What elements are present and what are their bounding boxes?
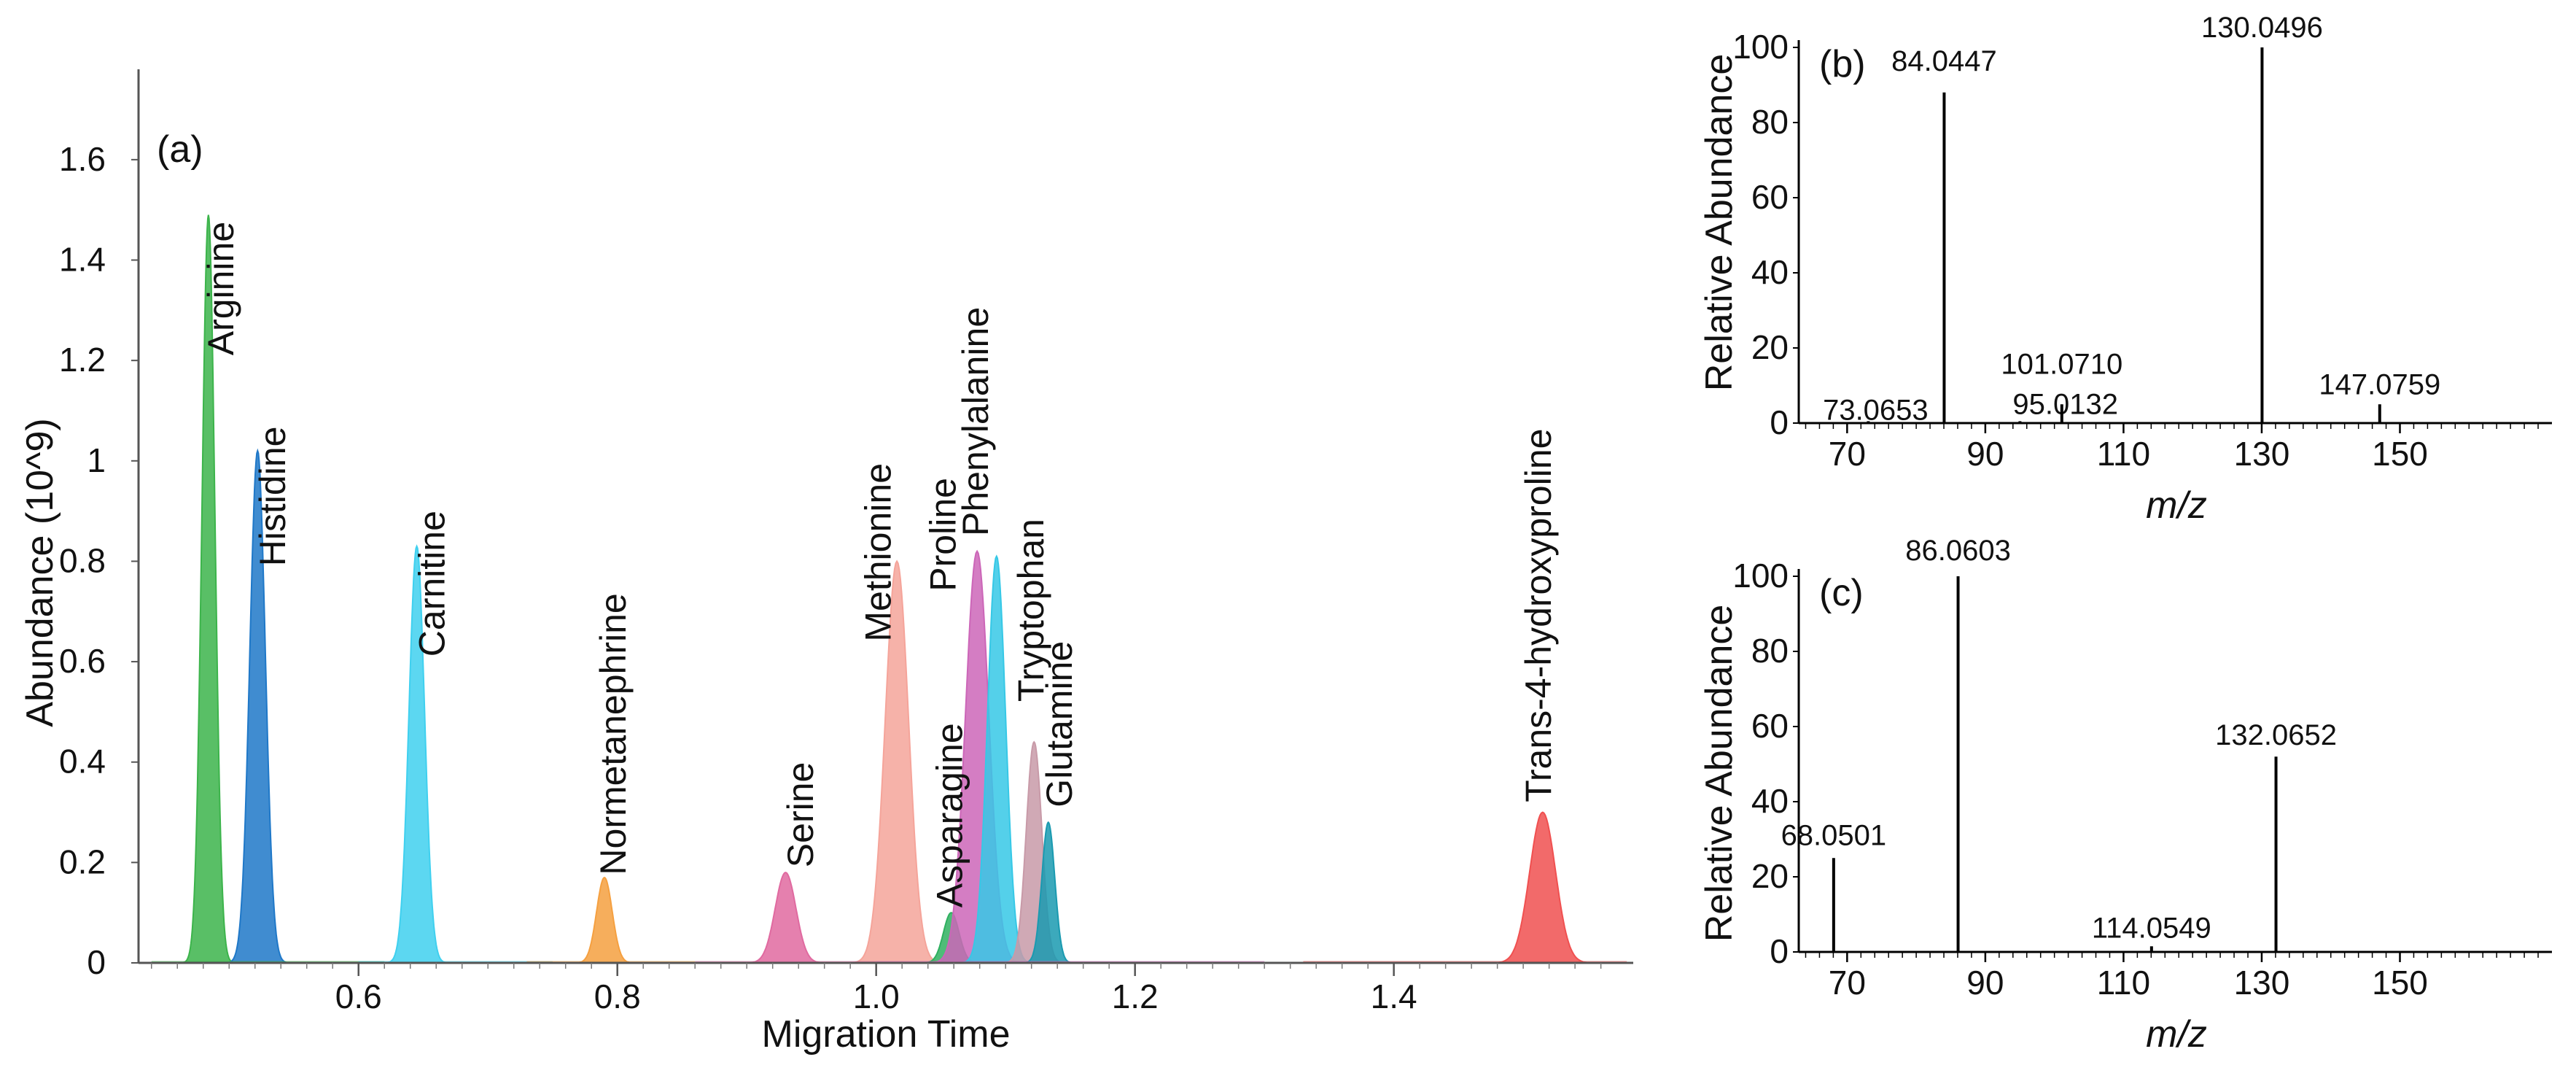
panel-c-ytick-label: 40	[1751, 782, 1789, 820]
panel-a-ytick-label: 0.4	[59, 743, 106, 781]
panel-b-xtick-label: 90	[1966, 435, 2004, 473]
peak-label-carnitine: Carnitine	[411, 511, 452, 657]
panel-b-xtick-label: 110	[2097, 435, 2150, 473]
panel-b-peak-label: 95.0132	[2012, 388, 2118, 420]
panel-b-xtick-label: 150	[2372, 435, 2428, 473]
panel-c-ytick-label: 100	[1732, 557, 1789, 595]
panel-a-xtick-label: 0.6	[335, 977, 382, 1015]
panel-b-ytick-label: 60	[1751, 178, 1789, 216]
panel-b-ytick-label: 80	[1751, 103, 1789, 141]
panel-a-ytick-label: 1.4	[59, 241, 106, 279]
panel-a-xtick-label: 1.2	[1112, 977, 1159, 1015]
panel-b-xlabel: m/z	[2146, 484, 2207, 527]
panel-c-xtick-label: 110	[2097, 964, 2150, 1002]
panel-b-peak-label: 147.0759	[2319, 368, 2440, 400]
panel-b-spectrum: (b) m/z Relative Abundance 0 20 40 60 80 100 7…	[1698, 12, 2552, 527]
peak-label-phenylalanine: Phenylalanine	[955, 307, 996, 536]
panel-c-xtick-label: 70	[1829, 964, 1866, 1002]
panel-a-ytick-label: 1	[87, 441, 106, 479]
panel-c-peak-label: 114.0549	[2092, 912, 2211, 944]
panel-a-ytick-label: 0.6	[59, 642, 106, 680]
panel-b-peak-label: 84.0447	[1891, 45, 1997, 77]
peak-serine	[734, 872, 838, 964]
peak-label-tryptophan: Tryptophan	[1011, 519, 1051, 702]
panel-c-ytick-label: 20	[1751, 857, 1789, 895]
panel-c-xtick-label: 150	[2372, 964, 2428, 1002]
panel-c-spectrum: (c) m/z Relative Abundance 0 20 40 60 80 100 7…	[1698, 535, 2552, 1056]
panel-c-xtick-label: 130	[2234, 964, 2290, 1002]
peak-label-proline: Proline	[922, 478, 963, 592]
peak-label-serine: Serine	[780, 762, 821, 868]
peak-arginine	[176, 214, 241, 964]
panel-a-ytick-label: 1.2	[59, 341, 106, 379]
panel-c-ytick-label: 60	[1751, 707, 1789, 745]
panel-a-ytick-label: 0.2	[59, 843, 106, 880]
panel-b-peak-label: 73.0653	[1823, 394, 1929, 426]
peak-label-methionine: Methionine	[858, 463, 899, 642]
panel-b-xtick-label: 70	[1829, 435, 1866, 473]
panel-b-ytick-label: 0	[1770, 403, 1789, 441]
panel-a-label: (a)	[157, 128, 203, 171]
peak-label-glutamine: Glutamine	[1039, 641, 1080, 808]
peak-label-trans-4-hydroxyproline: Trans-4-hydroxyproline	[1518, 429, 1559, 802]
panel-b-ytick-label: 100	[1732, 28, 1789, 66]
panel-c-ylabel: Relative Abundance	[1698, 605, 1740, 942]
panel-b-xtick-label: 130	[2234, 435, 2290, 473]
panel-a-ytick-label: 1.6	[59, 140, 106, 178]
panel-a-xtick-label: 1.4	[1371, 977, 1417, 1015]
panel-c-xlabel: m/z	[2146, 1013, 2207, 1056]
peak-label-histidine: Histidine	[252, 427, 293, 567]
peak-trans-4-hydroxyproline	[1478, 811, 1608, 964]
panel-c-ytick-label: 80	[1751, 632, 1789, 670]
panel-c-peak-label: 68.0501	[1781, 819, 1887, 851]
panel-a-ytick-label: 0.8	[59, 541, 106, 579]
panel-a-xtick-label: 0.8	[594, 977, 641, 1015]
panel-c-peak-label: 132.0652	[2215, 719, 2337, 751]
panel-c-peak-label: 86.0603	[1905, 535, 2011, 567]
panel-a-xlabel: Migration Time	[762, 1013, 1011, 1056]
panel-c-ytick-label: 0	[1770, 932, 1789, 970]
peak-label-normetanephrine: Normetanephrine	[593, 593, 634, 875]
peak-normetanephrine	[565, 876, 644, 964]
panel-a-ylabel: Abundance (10^9)	[19, 418, 61, 727]
panel-a-xtick-label: 1.0	[853, 977, 900, 1015]
panel-b-peak-label: 130.0496	[2201, 12, 2323, 44]
panel-c-label: (c)	[1819, 572, 1864, 614]
peak-label-asparagine: Asparagine	[929, 723, 970, 907]
panel-b-label: (b)	[1819, 43, 1866, 85]
panel-b-ylabel: Relative Abundance	[1698, 54, 1740, 392]
panel-b-ytick-label: 40	[1751, 253, 1789, 291]
panel-c-xtick-label: 90	[1966, 964, 2004, 1002]
panel-a-electropherogram: (a) Migration Time Abundance (10^9) 0 0.2…	[19, 69, 1633, 1056]
panel-b-ytick-label: 20	[1751, 328, 1789, 366]
panel-b-peak-label: 101.0710	[2001, 348, 2122, 380]
panel-a-ytick-label: 0	[87, 943, 106, 981]
peak-label-arginine: Arginine	[201, 222, 241, 355]
